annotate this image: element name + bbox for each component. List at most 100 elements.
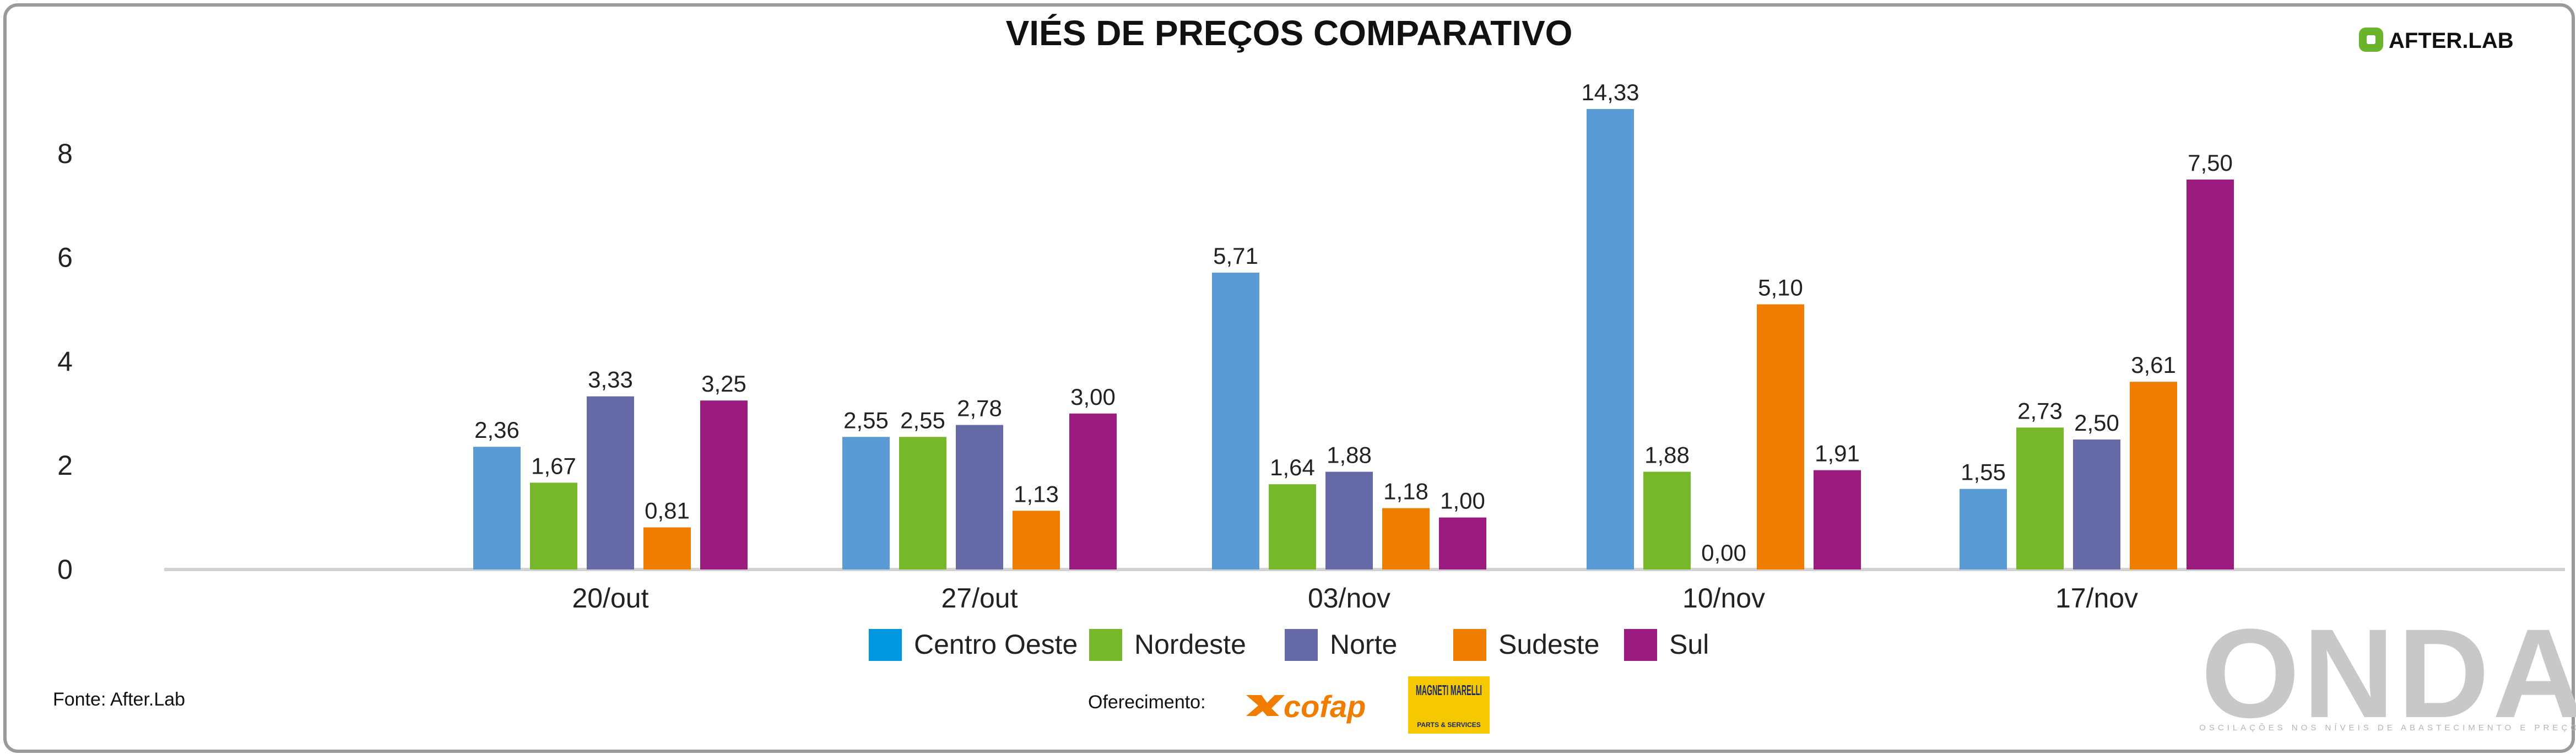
data-label: 3,61 (2131, 352, 2176, 378)
bar (700, 400, 748, 569)
data-label: 14,33 (1581, 79, 1639, 105)
bar (899, 437, 946, 569)
legend-label: Sul (1669, 629, 1709, 660)
legend-swatch (1453, 629, 1486, 661)
magneti-marelli-badge (1408, 676, 1490, 734)
bar (2016, 427, 2064, 569)
bar (1643, 471, 1691, 569)
legend-item: Sudeste (1453, 629, 1599, 661)
y-tick-label: 2 (57, 450, 73, 481)
data-label: 5,10 (1758, 275, 1803, 301)
data-label: 2,55 (843, 407, 889, 433)
bar (587, 396, 634, 569)
data-label: 1,18 (1383, 479, 1428, 505)
x-tick-label: 27/out (941, 583, 1018, 614)
data-label: 3,00 (1070, 384, 1116, 410)
bar-group: 2,55 2,55 2,78 1,13 3,00 (842, 384, 1117, 569)
bar (1382, 508, 1430, 569)
y-tick-label: 8 (57, 138, 73, 169)
cofap-logo: cofap (1246, 689, 1366, 724)
magneti-marelli-wordmark: MAGNETI MARELLI (1416, 682, 1482, 698)
bar (473, 447, 521, 569)
bar (2073, 440, 2120, 569)
y-axis: 0 2 4 6 8 (57, 138, 73, 585)
bar (1069, 413, 1117, 569)
bar (1960, 489, 2007, 569)
chart-title: VIÉS DE PREÇOS COMPARATIVO (1006, 13, 1573, 53)
bar (1269, 484, 1316, 569)
bar (956, 425, 1003, 569)
legend: Centro Oeste Nordeste Norte Sudeste Sul (869, 629, 1709, 661)
sponsor-label: Oferecimento: (1088, 692, 1206, 713)
data-label: 1,55 (1961, 459, 2006, 485)
onda-tagline: OSCILAÇÕES NOS NÍVEIS DE ABASTECIMENTO E… (2199, 723, 2576, 733)
y-tick-label: 6 (57, 242, 73, 273)
cofap-wordmark: cofap (1284, 689, 1366, 724)
bar (1587, 109, 1634, 569)
legend-swatch (1624, 629, 1657, 661)
x-tick-label: 03/nov (1308, 583, 1390, 614)
legend-item: Centro Oeste (869, 629, 1078, 661)
data-label: 1,00 (1440, 488, 1485, 514)
data-label: 0,81 (645, 498, 690, 524)
legend-item: Nordeste (1089, 629, 1246, 661)
legend-item: Sul (1624, 629, 1709, 661)
legend-swatch (1089, 629, 1122, 661)
legend-label: Sudeste (1498, 629, 1599, 660)
brand-logo: AFTER.LAB (2359, 28, 2514, 53)
data-label: 1,88 (1327, 442, 1372, 468)
data-label: 5,71 (1213, 243, 1258, 269)
legend-swatch (1285, 629, 1318, 661)
y-tick-label: 4 (57, 346, 73, 377)
bars-group: 2,36 1,67 3,33 0,81 3,25 2,55 2,55 2,78 1,13 3,00… (473, 79, 2234, 569)
source-note: Fonte: After.Lab (53, 689, 185, 710)
onda-logo: ONDA (2201, 603, 2576, 744)
legend-swatch (869, 629, 902, 661)
data-label: 2,73 (2017, 398, 2063, 424)
data-label: 1,64 (1270, 454, 1315, 480)
onda-watermark: ONDA OSCILAÇÕES NOS NÍVEIS DE ABASTECIME… (2199, 603, 2576, 744)
legend-label: Norte (1330, 629, 1397, 660)
bar (2187, 180, 2234, 569)
data-label: 2,50 (2074, 410, 2119, 436)
data-label: 1,13 (1014, 481, 1059, 507)
legend-label: Nordeste (1134, 629, 1246, 660)
chart-frame (3, 3, 2575, 753)
cofap-mark-icon (1246, 695, 1285, 716)
bar (1757, 304, 1804, 569)
legend-label: Centro Oeste (914, 629, 1078, 660)
bar-group: 5,71 1,64 1,88 1,18 1,00 (1212, 243, 1486, 569)
data-label: 7,50 (2188, 150, 2233, 176)
data-label: 2,78 (957, 395, 1002, 421)
bar (2130, 382, 2177, 569)
data-label: 1,67 (531, 453, 576, 479)
data-label: 3,25 (701, 371, 746, 397)
x-tick-label: 10/nov (1682, 583, 1765, 614)
x-tick-label: 20/out (572, 583, 648, 614)
data-label: 0,00 (1701, 540, 1746, 566)
bar-group: 14,33 1,88 0,00 5,10 1,91 (1581, 79, 1861, 569)
bar (1439, 517, 1486, 569)
bar (1325, 471, 1373, 569)
data-label: 1,88 (1644, 442, 1690, 468)
data-label: 2,55 (900, 407, 945, 433)
magneti-marelli-subtitle: PARTS & SERVICES (1417, 721, 1481, 729)
brand-name: AFTER.LAB (2389, 29, 2514, 53)
data-label: 3,33 (588, 367, 633, 393)
data-label: 1,91 (1815, 441, 1860, 466)
bar (530, 482, 577, 569)
x-axis: 20/out 27/out 03/nov 10/nov 17/nov (572, 583, 2138, 614)
bar (842, 437, 890, 569)
magneti-marelli-logo: MAGNETI MARELLI PARTS & SERVICES (1408, 676, 1490, 734)
bar-group: 2,36 1,67 3,33 0,81 3,25 (473, 367, 748, 569)
legend-item: Norte (1285, 629, 1397, 661)
bar (1013, 511, 1060, 569)
bar (1814, 470, 1861, 569)
y-tick-label: 0 (57, 554, 73, 585)
brand-mark-inner (2367, 35, 2375, 44)
bar (1212, 272, 1259, 569)
bar-group: 1,55 2,73 2,50 3,61 7,50 (1960, 150, 2234, 569)
data-label: 2,36 (474, 417, 519, 443)
x-tick-label: 17/nov (2055, 583, 2138, 614)
bar (643, 527, 691, 569)
